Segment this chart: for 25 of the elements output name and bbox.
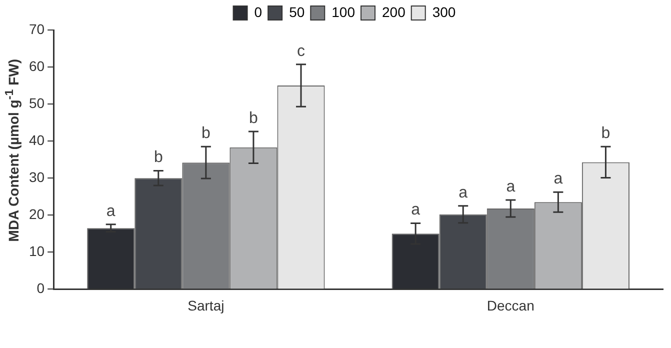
- x-tick-label: Sartaj: [188, 297, 224, 314]
- data-label: a: [458, 184, 468, 202]
- y-tick-label: 50: [28, 94, 45, 111]
- y-tick-label: 0: [36, 280, 45, 296]
- y-tick-label: 10: [28, 243, 45, 260]
- data-label: a: [106, 202, 116, 220]
- x-tick-label: Deccan: [486, 297, 534, 314]
- data-label: c: [297, 42, 305, 60]
- y-tick-label: 70: [28, 20, 45, 37]
- data-label: b: [601, 125, 610, 142]
- legend-label: 100: [332, 4, 356, 20]
- data-label: a: [411, 202, 420, 219]
- y-tick-label: 20: [28, 206, 45, 222]
- legend-label: 0: [254, 4, 262, 20]
- data-label: b: [154, 149, 163, 166]
- legend-label: 200: [382, 4, 406, 20]
- legend-label: 50: [289, 4, 305, 20]
- data-label: b: [201, 125, 210, 142]
- y-tick-label: 60: [28, 58, 45, 74]
- y-tick-label: 30: [28, 168, 45, 185]
- data-label: b: [249, 110, 258, 127]
- legend-label: 300: [432, 4, 456, 20]
- data-label: a: [554, 170, 563, 188]
- y-tick-label: 40: [28, 132, 45, 148]
- data-label: a: [506, 178, 516, 196]
